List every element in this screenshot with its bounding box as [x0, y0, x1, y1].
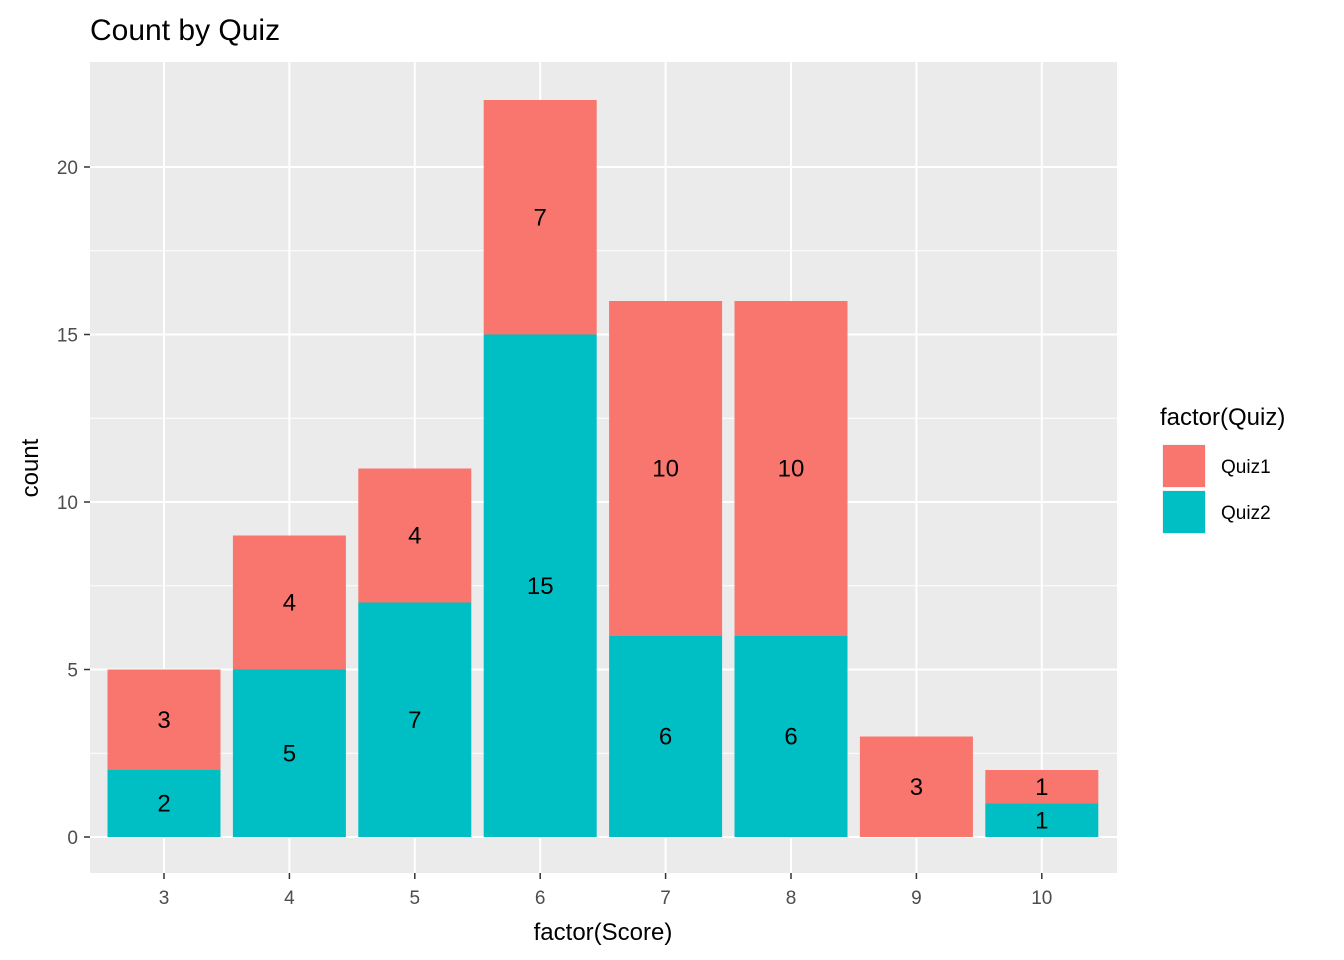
bar-quiz2-3 — [107, 770, 221, 837]
bar-quiz2-10 — [985, 803, 1099, 837]
bar-quiz2-5 — [358, 602, 472, 837]
y-tick-label: 20 — [57, 158, 78, 179]
bar-quiz2-8 — [734, 636, 848, 837]
bar-value-label: 6 — [659, 724, 672, 751]
bar-value-label: 4 — [408, 523, 421, 550]
legend-label-quiz2: Quiz2 — [1221, 503, 1271, 524]
bars — [107, 100, 1099, 837]
bar-quiz1-6 — [483, 100, 597, 335]
legend-key-quiz2 — [1163, 491, 1205, 533]
y-axis-title: count — [17, 438, 44, 497]
x-tick-label: 4 — [284, 888, 295, 909]
bar-value-label: 5 — [283, 740, 296, 767]
x-tick-label: 10 — [1031, 888, 1052, 909]
bar-quiz1-7 — [609, 301, 723, 636]
bar-quiz1-3 — [107, 669, 221, 770]
bar-labels: 2 3 5 4 7 4 15 7 6 10 6 10 3 1 1 — [157, 204, 1048, 834]
bar-value-label: 2 — [157, 791, 170, 818]
x-tick-label: 5 — [410, 888, 421, 909]
x-tick-label: 3 — [159, 888, 170, 909]
y-axis: 0 5 10 15 20 — [57, 158, 90, 849]
bar-value-label: 1 — [1035, 807, 1048, 834]
chart-title: Count by Quiz — [90, 14, 280, 47]
y-tick-label: 0 — [67, 828, 78, 849]
bar-value-label: 3 — [910, 774, 923, 801]
bar-value-label: 10 — [652, 456, 679, 483]
x-tick-label: 7 — [660, 888, 671, 909]
bar-value-label: 15 — [527, 573, 554, 600]
bar-quiz1-4 — [232, 535, 346, 670]
bar-quiz2-7 — [609, 636, 723, 837]
bar-value-label: 1 — [1035, 774, 1048, 801]
bar-value-label: 3 — [157, 707, 170, 734]
legend-label-quiz1: Quiz1 — [1221, 457, 1271, 478]
bar-quiz1-10 — [985, 770, 1099, 804]
y-tick-label: 15 — [57, 326, 78, 347]
y-tick-label: 10 — [57, 493, 78, 514]
bar-value-label: 7 — [534, 204, 547, 231]
x-axis-title: factor(Score) — [534, 919, 673, 946]
bar-quiz1-8 — [734, 301, 848, 636]
bar-quiz2-6 — [483, 334, 597, 837]
legend: factor(Quiz) Quiz1 Quiz2 — [1160, 404, 1285, 534]
bar-value-label: 7 — [408, 707, 421, 734]
y-tick-label: 5 — [67, 661, 78, 682]
legend-key-quiz1 — [1163, 445, 1205, 487]
x-tick-label: 8 — [786, 888, 797, 909]
bar-quiz1-9 — [859, 736, 973, 837]
bar-quiz2-4 — [232, 669, 346, 837]
bar-value-label: 10 — [778, 456, 805, 483]
bar-quiz1-5 — [358, 468, 472, 603]
x-tick-label: 9 — [911, 888, 922, 909]
legend-title: factor(Quiz) — [1160, 404, 1285, 431]
x-tick-label: 6 — [535, 888, 546, 909]
bar-value-label: 4 — [283, 590, 296, 617]
bar-value-label: 6 — [784, 724, 797, 751]
x-axis: 3 4 5 6 7 8 9 10 — [159, 873, 1052, 909]
